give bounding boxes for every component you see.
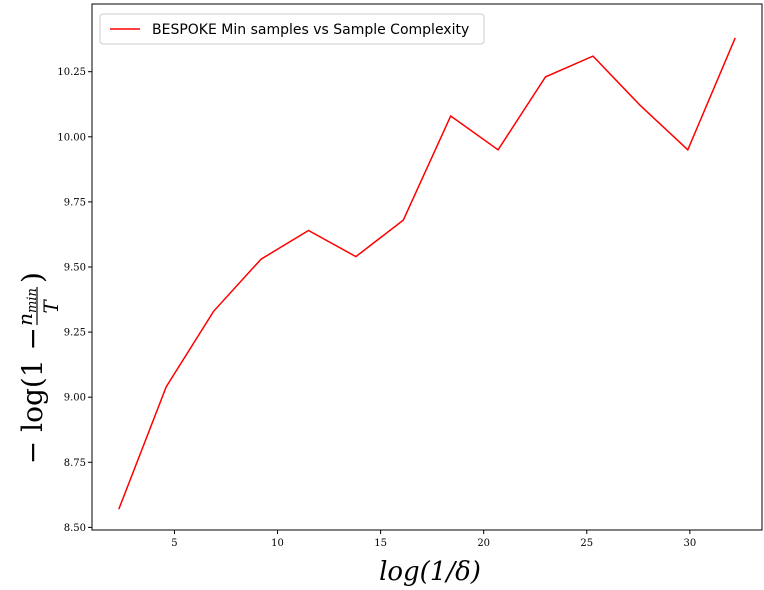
y-tick-label: 9.50 <box>64 263 86 274</box>
x-tick-label: 15 <box>374 538 387 549</box>
y-tick-label: 9.75 <box>64 197 86 208</box>
x-axis-label: log(1/δ) <box>379 557 481 587</box>
y-axis-ticks: 8.50 8.75 9.00 9.25 9.50 9.75 10.00 10.25 <box>57 67 92 534</box>
y-axis-label-denominator: T <box>39 299 63 314</box>
x-axis-ticks: 5 10 15 20 25 30 <box>171 530 696 549</box>
y-tick-label: 8.50 <box>64 523 86 534</box>
x-tick-label: 5 <box>171 538 177 549</box>
y-axis-label: − log(1 − nmin T ) <box>13 272 63 464</box>
y-tick-label: 9.25 <box>64 328 86 339</box>
y-tick-label: 10.00 <box>57 132 86 143</box>
x-tick-label: 20 <box>477 538 490 549</box>
y-axis-label-prefix: − log(1 − <box>16 327 49 464</box>
series-line <box>118 37 736 510</box>
x-tick-label: 30 <box>683 538 696 549</box>
y-axis-label-numerator: nmin <box>13 288 40 326</box>
legend-label: BESPOKE Min samples vs Sample Complexity <box>152 22 469 38</box>
y-tick-label: 10.25 <box>57 67 86 78</box>
y-tick-label: 8.75 <box>64 458 86 469</box>
plot-area <box>91 3 763 531</box>
y-tick-label: 9.00 <box>64 393 86 404</box>
x-tick-label: 25 <box>580 538 593 549</box>
x-tick-label: 10 <box>271 538 284 549</box>
legend: BESPOKE Min samples vs Sample Complexity <box>99 13 485 45</box>
legend-box <box>99 13 485 45</box>
y-axis-label-suffix: ) <box>16 272 49 283</box>
